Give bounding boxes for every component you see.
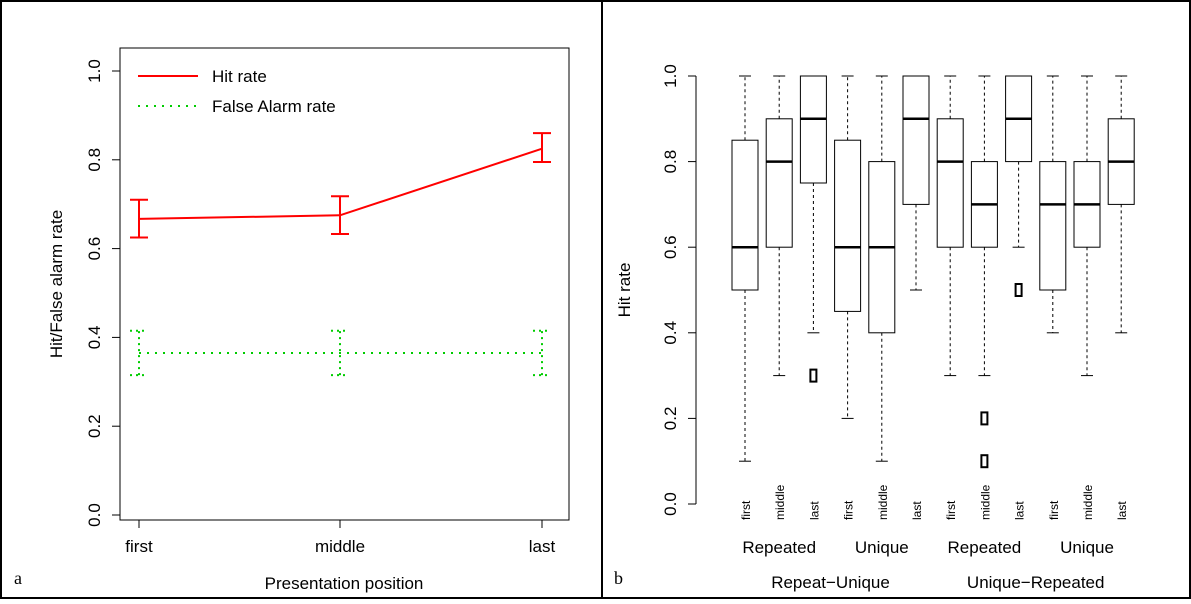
panel-a-x-tick-label: last: [529, 537, 556, 556]
panel-a-x-axis-title: Presentation position: [265, 574, 424, 593]
condition-label: Repeated: [742, 538, 816, 557]
panel-b-y-tick-label: 0.2: [661, 407, 680, 431]
box-iqr: [936, 118, 964, 248]
box-iqr: [902, 75, 930, 205]
box-position-label: last: [910, 501, 924, 520]
box-position-label: last: [807, 501, 821, 520]
panel-b-letter: b: [614, 568, 623, 588]
panel-b-y-tick-label: 0.4: [661, 321, 680, 345]
panel-a-y-tick-label: 0.8: [85, 148, 104, 172]
panel-b-y-axis-title: Hit rate: [615, 263, 634, 318]
box-position-label: middle: [1081, 484, 1095, 520]
box-position-label: last: [1013, 501, 1027, 520]
box-iqr: [765, 118, 793, 248]
panel-b-y-tick-label: 1.0: [661, 64, 680, 88]
box-position-label: last: [1115, 501, 1129, 520]
box-position-label: first: [1047, 500, 1061, 520]
panel-a-y-tick-label: 0.0: [85, 503, 104, 527]
box-iqr: [731, 139, 759, 291]
panel-a-plot-frame: [119, 47, 570, 521]
panel-a: a Presentation position Hit/False alarm …: [14, 47, 570, 593]
panel-b-y-tick-label: 0.6: [661, 235, 680, 259]
panel-a-y-tick-label: 1.0: [85, 59, 104, 83]
box-outlier: [809, 368, 818, 383]
order-group-label: Unique−Repeated: [967, 573, 1105, 592]
panel-a-y-axis: 0.0 0.2 0.4 0.6 0.8 1.0: [85, 59, 121, 527]
panel-a-y-tick-label: 0.6: [85, 237, 104, 261]
panel-a-x-tick-label: middle: [315, 537, 365, 556]
box-position-label: first: [842, 500, 856, 520]
condition-label: Repeated: [948, 538, 1022, 557]
box-position-label: middle: [773, 484, 787, 520]
panel-b-y-axis: 0.0 0.2 0.4 0.6 0.8 1.0: [661, 64, 697, 516]
box-iqr: [1039, 161, 1067, 291]
box-iqr: [799, 75, 827, 184]
box-position-label: first: [944, 500, 958, 520]
box-iqr: [834, 139, 862, 312]
legend-label-false-alarm-rate: False Alarm rate: [212, 97, 336, 116]
panel-a-series: [130, 132, 551, 377]
panel-b-y-tick-label: 0.8: [661, 150, 680, 174]
panel-a-y-tick-label: 0.4: [85, 326, 104, 350]
box-position-label: middle: [978, 484, 992, 520]
panel-b: b Hit rate 0.0 0.2 0.4 0.6 0.8 1.0 first middl…: [614, 64, 1135, 592]
box-outlier: [980, 454, 989, 469]
panel-b-boxes: [731, 75, 1135, 469]
panel-a-legend: Hit rate False Alarm rate: [138, 67, 336, 116]
legend-label-hit-rate: Hit rate: [212, 67, 267, 86]
condition-label: Unique: [855, 538, 909, 557]
box-position-label: first: [739, 500, 753, 520]
panel-a-y-tick-label: 0.2: [85, 414, 104, 438]
order-group-label: Repeat−Unique: [771, 573, 890, 592]
panel-b-category-labels: first middle last first middle last first middl…: [739, 484, 1129, 592]
box-position-label: middle: [876, 484, 890, 520]
panel-a-y-axis-title: Hit/False alarm rate: [47, 210, 66, 358]
panel-a-x-axis: first middle last: [125, 519, 556, 556]
panel-b-y-tick-label: 0.0: [661, 492, 680, 516]
panel-a-letter: a: [14, 568, 22, 588]
box-outlier: [1014, 283, 1023, 297]
box-outlier: [980, 411, 989, 426]
panel-a-x-tick-label: first: [125, 537, 153, 556]
condition-label: Unique: [1060, 538, 1114, 557]
